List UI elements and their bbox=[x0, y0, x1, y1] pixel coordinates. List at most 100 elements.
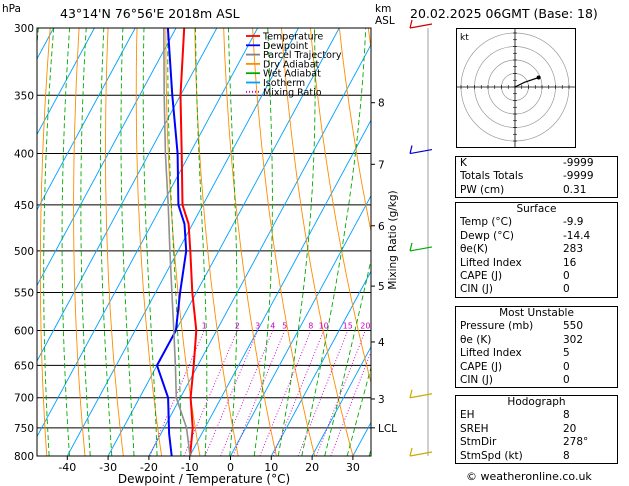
mixing-ratio-label: 1 bbox=[202, 321, 207, 330]
isotherm bbox=[0, 28, 13, 456]
pressure-tick-label: 700 bbox=[14, 393, 34, 405]
dry-adiabat bbox=[223, 28, 277, 456]
mixing-ratio-label: 3 bbox=[255, 321, 260, 330]
wind-barb bbox=[409, 148, 433, 155]
index-label: PW (cm) bbox=[460, 183, 505, 196]
dry-adiabat bbox=[194, 28, 239, 456]
height-tick-label: 5 bbox=[378, 281, 385, 293]
isotherm bbox=[37, 28, 177, 287]
hodo-value: 20 bbox=[563, 422, 577, 435]
wet-adiabat bbox=[253, 28, 273, 456]
pressure-tick-label: 500 bbox=[14, 246, 34, 258]
mu-label: CAPE (J) bbox=[460, 360, 503, 373]
isotherm bbox=[148, 43, 371, 456]
mu-value: 5 bbox=[563, 347, 570, 360]
wet-adiabat bbox=[227, 28, 238, 456]
pressure-tick-label: 300 bbox=[14, 23, 34, 35]
pressure-tick-label: 750 bbox=[14, 423, 34, 435]
wind-barb bbox=[409, 23, 433, 29]
wet-adiabat bbox=[301, 28, 367, 456]
isotherm bbox=[189, 119, 371, 456]
mixing-ratio-line bbox=[183, 330, 238, 456]
isotherm bbox=[107, 28, 340, 456]
index-value: 0.31 bbox=[563, 183, 587, 196]
hodo-label: SREH bbox=[460, 422, 489, 435]
wet-adiabat bbox=[346, 365, 371, 456]
mu-value: 550 bbox=[563, 320, 584, 333]
isotherm bbox=[270, 270, 371, 456]
mixing-ratio-label: 4 bbox=[270, 321, 275, 330]
dry-adiabat bbox=[135, 28, 163, 456]
wet-adiabat bbox=[43, 28, 55, 456]
index-label: K bbox=[460, 157, 467, 169]
wind-profile bbox=[409, 19, 433, 457]
mixing-ratio-line bbox=[149, 330, 205, 456]
datetime-title: 20.02.2025 06GMT (Base: 18) bbox=[410, 6, 598, 21]
isotherm bbox=[37, 28, 136, 211]
pressure-tick-label: 550 bbox=[14, 287, 34, 299]
profile-lines bbox=[155, 28, 198, 456]
height-axis: 8 7 6 5 4 3 LCL bbox=[371, 98, 397, 435]
wind-barb-flag bbox=[409, 389, 413, 398]
temperature-tick-label: -30 bbox=[99, 461, 117, 474]
pressure-tick-label: 450 bbox=[14, 200, 34, 212]
wind-barb-flag bbox=[409, 145, 413, 154]
mixing-ratio-label: 10 bbox=[319, 321, 329, 330]
series-line-dewpoint bbox=[155, 28, 188, 456]
plot-frame bbox=[36, 27, 372, 457]
wet-adiabat bbox=[61, 28, 71, 456]
x-axis-label: Dewpoint / Temperature (°C) bbox=[118, 472, 290, 486]
series-line-parcel-trajectory bbox=[163, 28, 191, 456]
legend-label: Dry Adiabat bbox=[263, 59, 320, 70]
most-unstable-table: Most Unstable Pressure (mb) 550 θe (K) 302… bbox=[455, 306, 618, 389]
wind-barb bbox=[409, 393, 433, 399]
hodo-label: StmSpd (kt) bbox=[460, 449, 523, 462]
temperature-axis: -40 -30 -20 -10 0 10 20 30 bbox=[58, 456, 360, 474]
wet-adiabat bbox=[277, 28, 316, 456]
hodo-value: 8 bbox=[563, 449, 570, 462]
temperature-tick-label: -20 bbox=[140, 461, 158, 474]
mu-label: CIN (J) bbox=[460, 374, 493, 387]
surface-value: -9.9 bbox=[563, 216, 584, 229]
isotherm bbox=[37, 28, 259, 438]
mu-label: θe (K) bbox=[460, 333, 492, 346]
mixing-ratio-axis-label: Mixing Ratio (g/kg) bbox=[387, 190, 399, 289]
hodograph-table-title: Hodograph bbox=[507, 396, 566, 408]
hodograph: kt bbox=[456, 28, 576, 148]
surface-table: Surface Temp (°C) -9.9 Dewp (°C) -14.4 θe(… bbox=[455, 202, 618, 298]
isotherm bbox=[66, 28, 299, 456]
mu-value: 0 bbox=[563, 360, 570, 373]
surface-value: 283 bbox=[563, 243, 584, 256]
temperature-tick-label: 0 bbox=[227, 461, 234, 474]
temperature-tick-label: 30 bbox=[346, 461, 360, 474]
index-label: Totals Totals bbox=[460, 170, 524, 183]
location-title: 43°14'N 76°56'E 2018m ASL bbox=[60, 6, 240, 21]
wet-adiabat bbox=[324, 257, 371, 456]
wind-barb-flag bbox=[409, 242, 413, 252]
mixing-ratio-line bbox=[259, 330, 312, 456]
hodograph-trace-end bbox=[536, 75, 541, 80]
hodo-value: 278° bbox=[563, 436, 589, 449]
hodograph-trace bbox=[514, 76, 539, 88]
surface-value: 16 bbox=[563, 256, 577, 269]
isotherm bbox=[37, 28, 218, 362]
km-unit-line2: ASL bbox=[375, 15, 395, 27]
wet-adiabat bbox=[195, 28, 208, 456]
legend-label: Wet Adiabat bbox=[263, 69, 321, 80]
wind-barb-flag bbox=[409, 19, 413, 29]
hodograph-unit: kt bbox=[460, 33, 469, 43]
height-tick-label: 6 bbox=[378, 221, 385, 233]
temperature-tick-label: 10 bbox=[264, 461, 278, 474]
hodo-label: EH bbox=[460, 409, 475, 422]
hodo-value: 8 bbox=[563, 409, 570, 422]
pressure-tick-label: 650 bbox=[14, 360, 34, 372]
height-tick-label: 7 bbox=[378, 159, 385, 171]
mixing-ratio-label: 20 bbox=[360, 321, 370, 330]
dry-adiabat bbox=[338, 28, 371, 234]
surface-title: Surface bbox=[516, 203, 557, 215]
wet-adiabat bbox=[99, 28, 113, 456]
wet-adiabat bbox=[80, 28, 91, 456]
mu-label: Lifted Index bbox=[460, 347, 522, 360]
wind-barb bbox=[409, 451, 433, 457]
